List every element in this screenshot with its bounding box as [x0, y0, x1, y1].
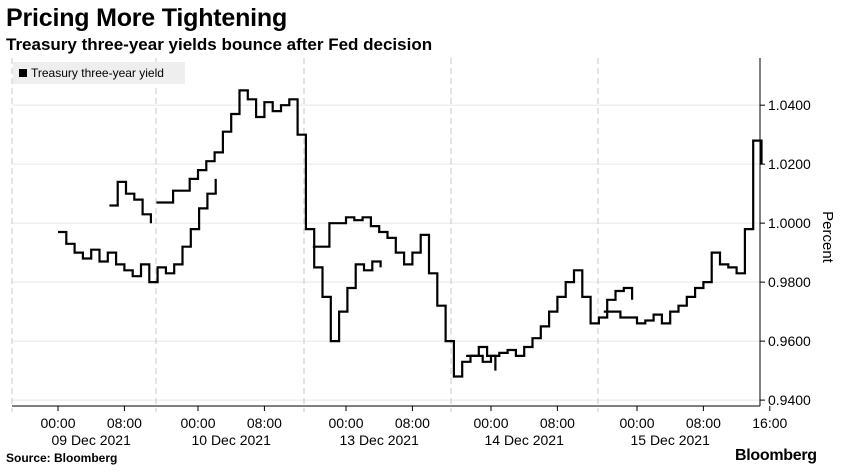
series-layer — [58, 89, 763, 378]
axis-frame — [12, 58, 771, 411]
y-axis-title: Percent — [819, 211, 836, 264]
x-tick-label: 00:00 — [328, 415, 363, 431]
series-line-segment — [603, 139, 763, 325]
series-line-segment — [156, 89, 382, 343]
legend-label: Treasury three-year yield — [31, 66, 164, 80]
y-tick-label: 1.0400 — [768, 97, 811, 113]
day-separators — [11, 58, 599, 412]
chart-title: Pricing More Tightening — [6, 4, 288, 32]
series-line-segment — [466, 269, 634, 363]
x-day-label: 09 Dec 2021 — [51, 432, 131, 448]
y-tick-label: 0.9400 — [768, 392, 811, 408]
y-tick-label: 1.0000 — [768, 215, 811, 231]
tick-labels: 0.9400 0.9600 0.9800 1.0000 1.0200 1.0400 Perc… — [40, 97, 836, 448]
x-tick-label: 08:00 — [540, 415, 575, 431]
x-day-label: 10 Dec 2021 — [191, 432, 271, 448]
x-day-label: 15 Dec 2021 — [630, 432, 710, 448]
y-tick-label: 0.9800 — [768, 274, 811, 290]
x-tick-label: 16:00 — [752, 415, 787, 431]
legend-swatch — [19, 69, 27, 77]
x-tick-label: 08:00 — [395, 415, 430, 431]
x-tick-label: 00:00 — [180, 415, 215, 431]
source-note: Source: Bloomberg — [6, 451, 118, 465]
legend: Treasury three-year yield — [13, 62, 185, 84]
x-day-label: 14 Dec 2021 — [484, 432, 564, 448]
legend-box — [13, 62, 185, 84]
series-line-segment — [312, 216, 497, 378]
y-tick-label: 1.0200 — [768, 156, 811, 172]
bloomberg-logo: Bloomberg — [735, 447, 817, 464]
series-line-segment — [58, 178, 217, 284]
x-day-label: 13 Dec 2021 — [339, 432, 419, 448]
series-line-segment — [109, 180, 152, 224]
grid-layer — [12, 104, 760, 401]
x-tick-label: 08:00 — [107, 415, 142, 431]
x-tick-label: 00:00 — [40, 415, 75, 431]
y-tick-label: 0.9600 — [768, 333, 811, 349]
x-tick-label: 08:00 — [247, 415, 282, 431]
x-tick-label: 08:00 — [686, 415, 721, 431]
chart-subtitle: Treasury three-year yields bounce after … — [6, 35, 433, 54]
x-tick-label: 00:00 — [619, 415, 654, 431]
x-tick-label: 00:00 — [473, 415, 508, 431]
